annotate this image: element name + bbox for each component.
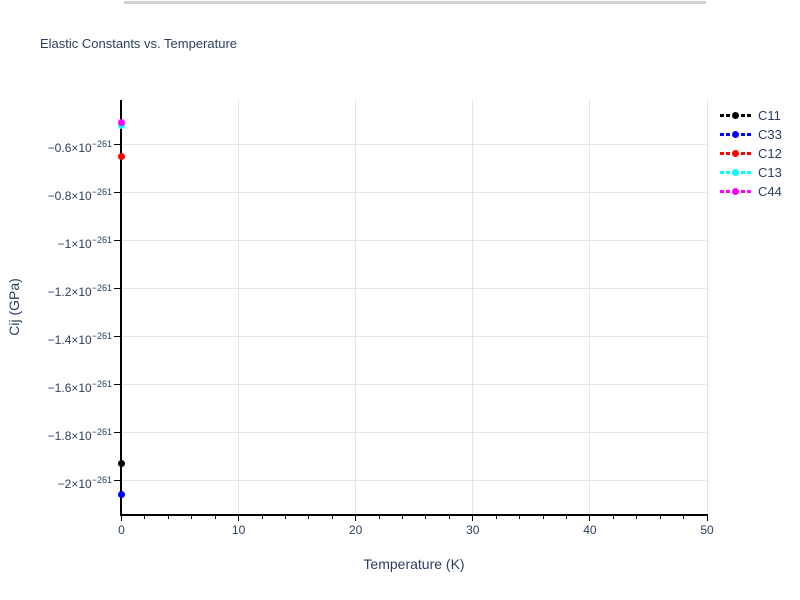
data-point-c11[interactable]	[118, 460, 125, 468]
y-tick	[114, 143, 121, 145]
legend-item-c33[interactable]: C33	[720, 125, 782, 144]
x-minor-tick	[167, 516, 169, 519]
y-tick	[114, 287, 121, 289]
x-minor-tick	[378, 516, 380, 519]
x-minor-tick	[425, 516, 427, 519]
y-gridline	[122, 383, 707, 385]
x-minor-tick	[284, 516, 286, 519]
x-tick	[238, 516, 240, 521]
x-gridline	[706, 100, 708, 514]
x-minor-tick	[261, 516, 263, 519]
y-gridline	[122, 479, 707, 481]
y-tick-label: −0.6×10−261	[47, 139, 112, 156]
y-tick-label: −1.6×10−261	[47, 379, 112, 396]
x-tick-label: 10	[231, 523, 246, 537]
legend-marker	[720, 188, 751, 195]
legend-label: C11	[758, 108, 781, 123]
legend-item-c13[interactable]: C13	[720, 163, 782, 182]
y-tick-label: −2×10−261	[57, 475, 112, 492]
y-gridline	[122, 143, 707, 145]
x-tick	[121, 516, 122, 521]
data-point-c44[interactable]	[118, 119, 125, 127]
x-tick-label: 40	[583, 523, 597, 537]
x-minor-tick	[612, 516, 614, 519]
y-tick	[114, 431, 121, 433]
legend-label: C33	[758, 127, 782, 142]
legend-item-c44[interactable]: C44	[720, 182, 782, 201]
legend-label: C13	[758, 165, 782, 180]
x-minor-tick	[191, 516, 193, 519]
y-tick-label: −1×10−261	[57, 235, 112, 252]
x-tick-label: 30	[466, 523, 480, 537]
x-tick-label: 20	[349, 523, 363, 537]
x-minor-tick	[659, 516, 661, 519]
x-gridline	[589, 100, 591, 514]
x-minor-tick	[214, 516, 216, 519]
y-gridline	[122, 239, 707, 241]
x-gridline	[238, 100, 240, 514]
y-gridline	[122, 335, 707, 337]
x-axis-title: Temperature (K)	[363, 556, 465, 572]
y-tick-label: −1.2×10−261	[47, 283, 112, 300]
y-tick	[114, 383, 121, 385]
x-minor-tick	[542, 516, 544, 519]
x-gridline	[472, 100, 474, 514]
legend-marker	[720, 150, 751, 157]
y-tick-label: −1.4×10−261	[47, 331, 112, 348]
y-tick-label: −0.8×10−261	[47, 187, 112, 204]
y-axis-title: Cij (GPa)	[6, 278, 22, 336]
y-tick	[114, 479, 121, 481]
legend-marker	[720, 169, 751, 176]
y-tick	[114, 335, 121, 337]
x-tick-label: 0	[118, 523, 125, 537]
legend: C11 C33 C12 C13 C44	[720, 106, 782, 201]
legend-item-c11[interactable]: C11	[720, 106, 782, 125]
data-point-c12[interactable]	[118, 152, 125, 160]
y-gridline	[122, 287, 707, 289]
legend-label: C44	[758, 184, 782, 199]
x-tick	[472, 516, 474, 521]
legend-item-c12[interactable]: C12	[720, 144, 782, 163]
y-axis-line	[120, 100, 122, 516]
y-tick	[114, 191, 121, 193]
x-tick	[589, 516, 591, 521]
x-minor-tick	[495, 516, 497, 519]
legend-marker	[720, 112, 751, 119]
x-minor-tick	[683, 516, 685, 519]
x-minor-tick	[636, 516, 638, 519]
legend-label: C12	[758, 146, 782, 161]
x-minor-tick	[519, 516, 521, 519]
x-minor-tick	[331, 516, 333, 519]
legend-marker	[720, 131, 751, 138]
top-divider	[124, 1, 706, 4]
y-tick-label: −1.8×10−261	[47, 427, 112, 444]
x-tick	[355, 516, 357, 521]
x-minor-tick	[565, 516, 567, 519]
x-minor-tick	[402, 516, 404, 519]
x-minor-tick	[308, 516, 310, 519]
x-tick-label: 50	[700, 523, 714, 537]
x-minor-tick	[144, 516, 146, 519]
x-tick	[706, 516, 708, 521]
data-point-c33[interactable]	[118, 491, 125, 499]
y-gridline	[122, 431, 707, 433]
x-minor-tick	[448, 516, 450, 519]
y-gridline	[122, 191, 707, 193]
y-tick	[114, 239, 121, 241]
x-axis-line	[120, 514, 708, 516]
x-gridline	[355, 100, 357, 514]
chart-title: Elastic Constants vs. Temperature	[40, 36, 238, 51]
